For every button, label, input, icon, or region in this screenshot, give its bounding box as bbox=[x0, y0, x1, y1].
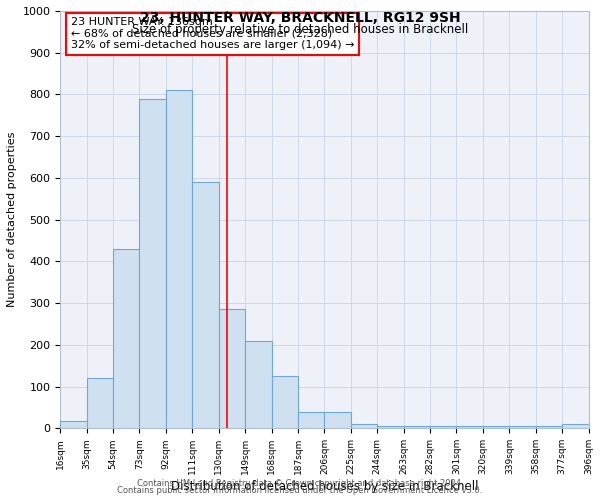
Bar bbox=[245, 340, 272, 428]
Bar bbox=[298, 412, 325, 428]
X-axis label: Distribution of detached houses by size in Bracknell: Distribution of detached houses by size … bbox=[170, 480, 478, 493]
Bar bbox=[404, 426, 430, 428]
Bar bbox=[377, 426, 404, 428]
Text: 23, HUNTER WAY, BRACKNELL, RG12 9SH: 23, HUNTER WAY, BRACKNELL, RG12 9SH bbox=[140, 11, 460, 25]
Bar bbox=[86, 378, 113, 428]
Bar bbox=[351, 424, 377, 428]
Y-axis label: Number of detached properties: Number of detached properties bbox=[7, 132, 17, 308]
Text: Size of property relative to detached houses in Bracknell: Size of property relative to detached ho… bbox=[132, 22, 468, 36]
Bar bbox=[139, 98, 166, 428]
Bar bbox=[457, 426, 483, 428]
Text: Contains HM Land Registry data © Crown copyright and database right 2024.: Contains HM Land Registry data © Crown c… bbox=[137, 478, 463, 488]
Bar bbox=[113, 249, 139, 428]
Bar bbox=[60, 421, 86, 428]
Bar bbox=[272, 376, 298, 428]
Bar bbox=[562, 424, 589, 428]
Bar bbox=[536, 426, 562, 428]
Bar bbox=[483, 426, 509, 428]
Bar bbox=[219, 310, 245, 428]
Bar bbox=[430, 426, 457, 428]
Bar bbox=[509, 426, 536, 428]
Bar bbox=[325, 412, 351, 428]
Bar bbox=[166, 90, 193, 428]
Text: Contains public sector information licensed under the Open Government Licence v3: Contains public sector information licen… bbox=[118, 486, 482, 495]
Text: 23 HUNTER WAY: 136sqm
← 68% of detached houses are smaller (2,328)
32% of semi-d: 23 HUNTER WAY: 136sqm ← 68% of detached … bbox=[71, 17, 354, 50]
Bar bbox=[193, 182, 219, 428]
